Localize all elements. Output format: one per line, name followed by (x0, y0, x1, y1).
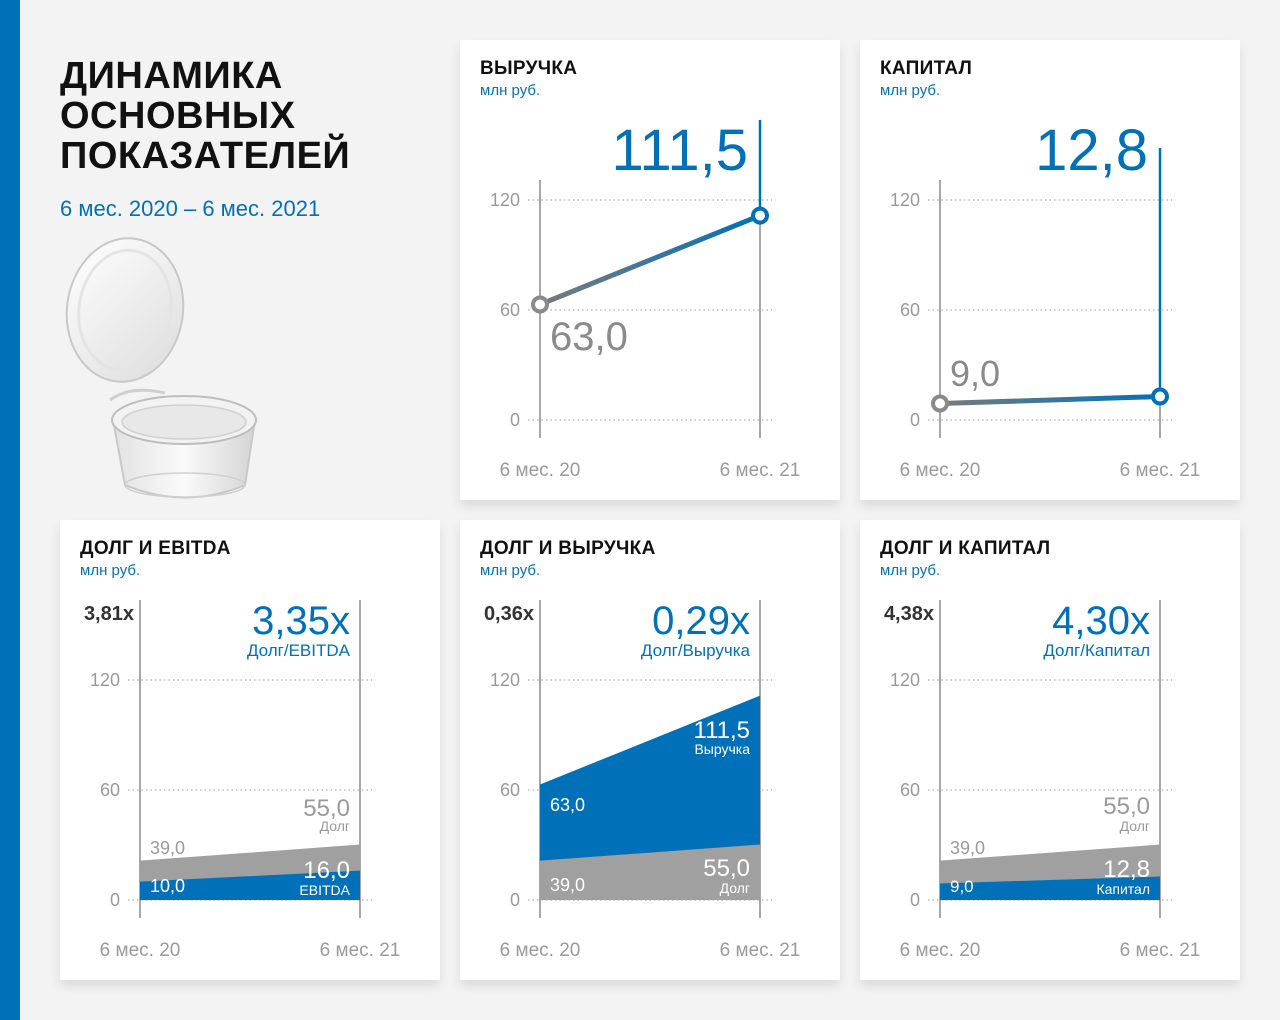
debt-capital-ytick-120: 120 (890, 670, 920, 690)
revenue-point-start (531, 295, 549, 314)
debt-capital-xtick-start: 6 мес. 20 (900, 940, 981, 961)
debt-capital-ratio-start: 4,38x (884, 603, 934, 625)
revenue-point-end (751, 206, 769, 225)
debt-ebitda-ratio-label: Долг/EBITDA (247, 641, 351, 660)
debt-revenue-revenue-name: Выручка (694, 741, 750, 757)
debt-ebitda-debt-end: 55,0 (303, 795, 350, 822)
debt-capital-card-unit: млн руб. (880, 562, 941, 579)
capital-point-start (931, 394, 949, 413)
debt-ebitda-area-blue (140, 870, 360, 900)
debt-revenue-card-title: ДОЛГ И ВЫРУЧКА (480, 538, 656, 559)
debt-capital-debt-end: 55,0 (1103, 793, 1150, 820)
debt-revenue-xtick-start: 6 мес. 20 (500, 940, 581, 961)
debt-capital-card: ДОЛГ И КАПИТАЛ млн руб. 120 60 0 6 мес. … (860, 520, 1240, 980)
debt-ebitda-chart: 120 60 0 6 мес. 20 6 мес. 21 3,81x 3,35x… (84, 599, 401, 961)
revenue-card-title: ВЫРУЧКА (480, 58, 578, 79)
debt-revenue-debt-name: Долг (720, 880, 750, 896)
revenue-ytick-0: 0 (510, 410, 520, 430)
debt-revenue-chart: 120 60 0 6 мес. 20 6 мес. 21 0,36x 0,29x… (484, 599, 801, 961)
left-accent-stripe (0, 0, 20, 1020)
capital-value-start: 9,0 (950, 353, 1000, 394)
debt-ebitda-xtick-end: 6 мес. 21 (320, 940, 401, 961)
debt-revenue-ratio-start: 0,36x (484, 603, 534, 625)
debt-ebitda-ytick-120: 120 (90, 670, 120, 690)
capital-point-end (1151, 387, 1169, 406)
debt-revenue-area-grey (540, 844, 760, 900)
debt-capital-ratio-label: Долг/Капитал (1043, 641, 1150, 660)
debt-capital-chart: 120 60 0 6 мес. 20 6 мес. 21 4,38x 4,30x… (884, 599, 1201, 961)
revenue-value-end: 111,5 (611, 118, 748, 183)
debt-capital-ratio-end: 4,30x (1052, 599, 1150, 643)
revenue-series-line (537, 213, 763, 307)
container-product-image (65, 237, 257, 499)
debt-revenue-card-unit: млн руб. (480, 562, 541, 579)
debt-ebitda-ratio-end: 3,35x (252, 599, 350, 643)
capital-ytick-0: 0 (910, 410, 920, 430)
revenue-chart: 120 60 0 6 мес. 20 6 мес. 21 111,5 63,0 (490, 118, 801, 481)
debt-capital-xtick-end: 6 мес. 21 (1120, 940, 1201, 961)
debt-revenue-ytick-120: 120 (490, 670, 520, 690)
capital-value-end: 12,8 (1035, 118, 1148, 183)
debt-capital-debt-start: 39,0 (950, 838, 985, 858)
debt-capital-capital-name: Капитал (1096, 881, 1150, 897)
capital-card-title: КАПИТАЛ (880, 58, 973, 79)
debt-capital-capital-end: 12,8 (1103, 856, 1150, 883)
debt-revenue-ytick-0: 0 (510, 890, 520, 910)
debt-capital-debt-name: Долг (1120, 818, 1150, 834)
debt-revenue-xtick-end: 6 мес. 21 (720, 940, 801, 961)
revenue-card: ВЫРУЧКА млн руб. 120 60 0 6 мес. 20 6 ме… (460, 40, 840, 500)
debt-ebitda-xtick-start: 6 мес. 20 (100, 940, 181, 961)
debt-ebitda-ytick-0: 0 (110, 890, 120, 910)
debt-capital-area-blue (940, 876, 1160, 900)
debt-ebitda-debt-name: Долг (320, 818, 350, 834)
debt-ebitda-ytick-60: 60 (100, 780, 120, 800)
debt-ebitda-ebitda-end: 16,0 (303, 857, 350, 884)
debt-revenue-revenue-end: 111,5 (694, 717, 751, 744)
debt-ebitda-card: ДОЛГ И EBITDA млн руб. 120 60 0 6 мес. 2… (60, 520, 440, 980)
capital-card-unit: млн руб. (880, 82, 941, 99)
debt-ebitda-card-unit: млн руб. (80, 562, 141, 579)
capital-ytick-120: 120 (890, 190, 920, 210)
debt-ebitda-card-title: ДОЛГ И EBITDA (80, 538, 231, 559)
capital-ytick-60: 60 (900, 300, 920, 320)
debt-revenue-debt-start: 39,0 (550, 875, 585, 895)
debt-revenue-ratio-label: Долг/Выручка (641, 641, 751, 660)
page-title: ДИНАМИКА ОСНОВНЫХ ПОКАЗАТЕЛЕЙ (60, 55, 351, 177)
period-label: 6 мес. 2020 – 6 мес. 2021 (60, 196, 321, 221)
debt-capital-ytick-0: 0 (910, 890, 920, 910)
capital-xtick-end: 6 мес. 21 (1120, 460, 1201, 481)
revenue-xtick-start: 6 мес. 20 (500, 460, 581, 481)
debt-capital-card-title: ДОЛГ И КАПИТАЛ (880, 538, 1051, 559)
capital-chart: 120 60 0 6 мес. 20 6 мес. 21 12,8 9,0 (890, 118, 1201, 481)
debt-ebitda-debt-start: 39,0 (150, 838, 185, 858)
debt-capital-ytick-60: 60 (900, 780, 920, 800)
revenue-card-unit: млн руб. (480, 82, 541, 99)
debt-revenue-ytick-60: 60 (500, 780, 520, 800)
revenue-ytick-120: 120 (490, 190, 520, 210)
debt-revenue-debt-end: 55,0 (703, 855, 750, 882)
revenue-ytick-60: 60 (500, 300, 520, 320)
debt-revenue-card: ДОЛГ И ВЫРУЧКА млн руб. 120 60 0 6 мес. … (460, 520, 840, 980)
capital-series-line (937, 394, 1163, 406)
debt-revenue-revenue-start: 63,0 (550, 795, 585, 815)
capital-xtick-start: 6 мес. 20 (900, 460, 981, 481)
debt-revenue-ratio-end: 0,29x (652, 599, 750, 643)
debt-capital-capital-start: 9,0 (950, 877, 974, 896)
revenue-value-start: 63,0 (550, 315, 628, 359)
debt-ebitda-ebitda-name: EBITDA (299, 882, 350, 898)
debt-ebitda-ratio-start: 3,81x (84, 603, 134, 625)
capital-card: КАПИТАЛ млн руб. 120 60 0 6 мес. 20 6 ме… (860, 40, 1240, 500)
revenue-xtick-end: 6 мес. 21 (720, 460, 801, 481)
debt-ebitda-ebitda-start: 10,0 (150, 876, 185, 896)
